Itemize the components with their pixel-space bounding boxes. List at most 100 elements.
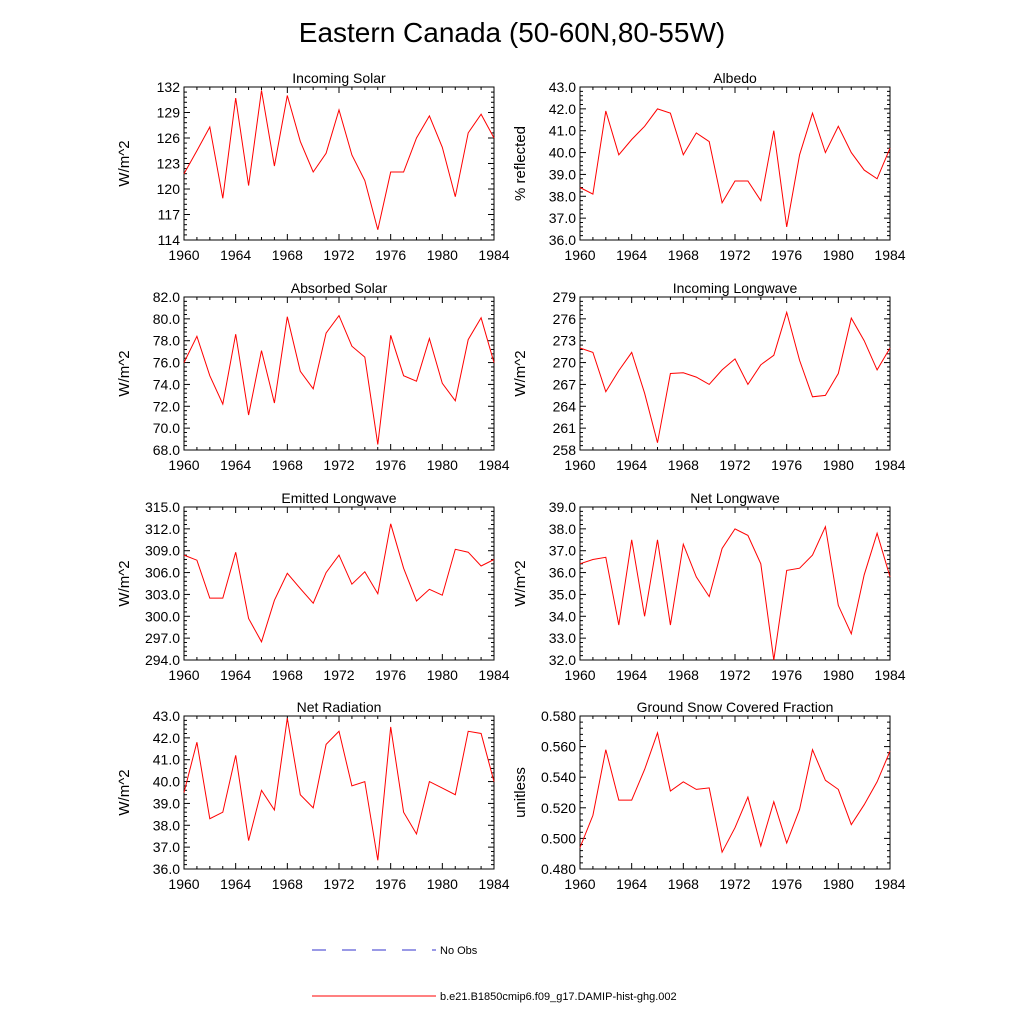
x-tick-label: 1976 xyxy=(771,876,802,892)
y-tick-label: 43.0 xyxy=(153,708,180,724)
y-tick-label: 294.0 xyxy=(145,652,180,668)
y-tick-label: 0.560 xyxy=(541,739,576,755)
y-tick-label: 70.0 xyxy=(153,420,180,436)
y-tick-label: 42.0 xyxy=(153,730,180,746)
x-tick-label: 1972 xyxy=(323,247,354,263)
y-tick-label: 43.0 xyxy=(549,79,576,95)
x-tick-label: 1984 xyxy=(874,667,905,683)
x-tick-label: 1972 xyxy=(323,667,354,683)
y-tick-label: 74.0 xyxy=(153,376,180,392)
x-tick-label: 1968 xyxy=(272,667,303,683)
y-tick-label: 270 xyxy=(553,355,577,371)
x-tick-label: 1976 xyxy=(771,667,802,683)
y-tick-label: 273 xyxy=(553,333,577,349)
y-axis-label: W/m^2 xyxy=(512,350,529,396)
y-tick-label: 258 xyxy=(553,442,577,458)
x-tick-label: 1984 xyxy=(874,457,905,473)
x-tick-label: 1980 xyxy=(427,247,458,263)
y-tick-label: 33.0 xyxy=(549,630,576,646)
y-tick-label: 303.0 xyxy=(145,586,180,602)
x-tick-label: 1984 xyxy=(874,247,905,263)
x-tick-label: 1984 xyxy=(874,876,905,892)
x-tick-label: 1964 xyxy=(616,667,647,683)
y-tick-label: 126 xyxy=(157,130,181,146)
y-tick-label: 114 xyxy=(158,232,181,248)
x-tick-label: 1976 xyxy=(375,667,406,683)
y-tick-label: 41.0 xyxy=(549,123,576,139)
panel-incoming-solar: Incoming Solar W/m^2 1960 1964 1968 1972 1976 1… xyxy=(116,70,510,263)
y-tick-label: 129 xyxy=(157,105,181,121)
y-tick-label: 0.540 xyxy=(541,769,576,785)
x-tick-label: 1980 xyxy=(427,457,458,473)
x-tick-label: 1968 xyxy=(272,457,303,473)
y-tick-label: 39.0 xyxy=(549,499,576,515)
y-tick-label: 123 xyxy=(157,156,181,172)
x-tick-label: 1968 xyxy=(272,247,303,263)
x-tick-label: 1960 xyxy=(564,667,595,683)
x-tick-label: 1968 xyxy=(668,457,699,473)
y-tick-label: 36.0 xyxy=(153,861,180,877)
y-axis-label: W/m^2 xyxy=(116,350,133,396)
x-tick-label: 1960 xyxy=(564,457,595,473)
series-line xyxy=(183,314,495,445)
panel-absorbed-solar: Absorbed Solar W/m^2 1960 1964 1968 1972 1976 1… xyxy=(116,280,510,473)
panel-net-radiation: Net Radiation W/m^2 1960 1964 1968 1972 1976 19… xyxy=(116,699,510,892)
y-tick-label: 37.0 xyxy=(549,543,576,559)
legend-label-model: b.e21.B1850cmip6.f09_g17.DAMIP-hist-ghg.… xyxy=(440,991,677,1003)
panel-emitted-longwave: Emitted Longwave W/m^2 1960 1964 1968 1972 197… xyxy=(116,490,510,683)
y-tick-label: 120 xyxy=(157,181,181,197)
x-tick-label: 1960 xyxy=(168,876,199,892)
series-line xyxy=(579,310,891,443)
y-tick-label: 36.0 xyxy=(549,565,576,581)
x-tick-label: 1976 xyxy=(771,457,802,473)
y-tick-label: 38.0 xyxy=(153,817,180,833)
y-tick-label: 37.0 xyxy=(153,839,180,855)
x-tick-label: 1976 xyxy=(375,876,406,892)
x-tick-label: 1976 xyxy=(375,457,406,473)
x-tick-label: 1964 xyxy=(616,457,647,473)
y-tick-label: 315.0 xyxy=(145,499,180,515)
x-tick-label: 1960 xyxy=(564,247,595,263)
x-tick-label: 1980 xyxy=(427,667,458,683)
y-tick-label: 300.0 xyxy=(145,608,180,624)
y-tick-label: 38.0 xyxy=(549,188,576,204)
x-tick-label: 1972 xyxy=(719,247,750,263)
y-tick-label: 261 xyxy=(553,420,577,436)
y-tick-label: 39.0 xyxy=(153,795,180,811)
y-tick-label: 39.0 xyxy=(549,166,576,182)
panel-albedo: Albedo % reflected 1960 1964 1968 1972 1976 198… xyxy=(512,70,906,263)
y-tick-label: 40.0 xyxy=(549,145,576,161)
y-tick-label: 264 xyxy=(553,398,577,414)
y-tick-label: 72.0 xyxy=(153,398,180,414)
x-tick-label: 1960 xyxy=(168,667,199,683)
y-axis-label: W/m^2 xyxy=(512,560,529,606)
y-tick-label: 82.0 xyxy=(153,289,180,305)
y-tick-label: 309.0 xyxy=(145,543,180,559)
panel-title: Net Longwave xyxy=(690,490,780,506)
x-tick-label: 1972 xyxy=(719,667,750,683)
panel-title: Ground Snow Covered Fraction xyxy=(637,699,834,715)
x-tick-label: 1980 xyxy=(823,876,854,892)
y-tick-label: 132 xyxy=(157,79,181,95)
x-tick-label: 1964 xyxy=(220,247,251,263)
panel-title: Incoming Longwave xyxy=(673,280,798,296)
x-tick-label: 1980 xyxy=(823,667,854,683)
y-tick-label: 42.0 xyxy=(549,101,576,117)
x-tick-label: 1976 xyxy=(375,247,406,263)
y-tick-label: 34.0 xyxy=(549,608,576,624)
x-tick-label: 1984 xyxy=(478,667,509,683)
y-tick-label: 80.0 xyxy=(153,311,180,327)
panel-title: Incoming Solar xyxy=(292,70,386,86)
panel-net-longwave: Net Longwave W/m^2 1960 1964 1968 1972 1976 198… xyxy=(512,490,906,683)
x-tick-label: 1976 xyxy=(771,247,802,263)
y-tick-label: 0.520 xyxy=(541,800,576,816)
x-tick-label: 1960 xyxy=(564,876,595,892)
x-tick-label: 1968 xyxy=(272,876,303,892)
y-tick-label: 68.0 xyxy=(153,442,180,458)
series-line xyxy=(579,730,891,854)
x-tick-label: 1960 xyxy=(168,247,199,263)
series-line xyxy=(579,108,891,227)
x-tick-label: 1972 xyxy=(719,457,750,473)
